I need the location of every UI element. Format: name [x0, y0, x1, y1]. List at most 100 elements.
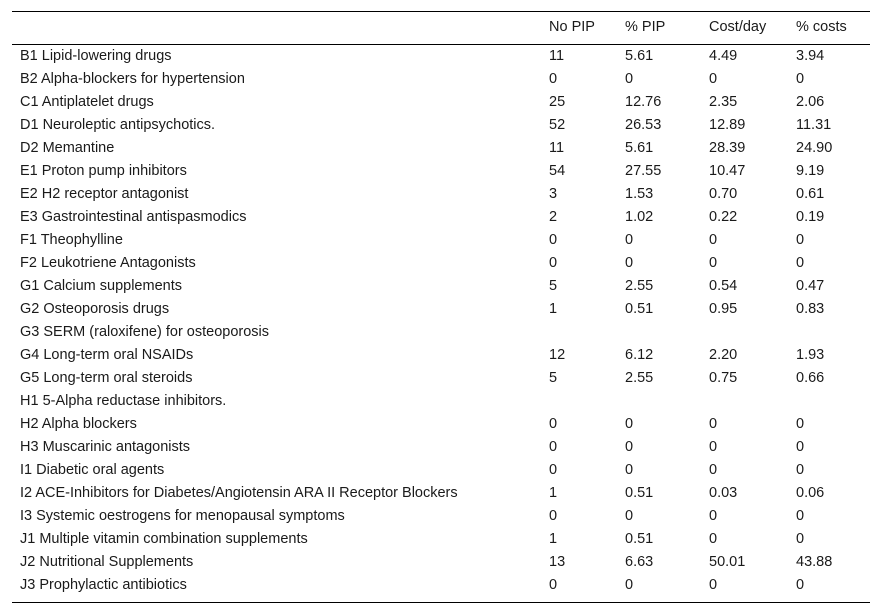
table-cell: 5 — [549, 370, 558, 386]
table-cell: 52 — [549, 117, 566, 133]
table-cell: 0.66 — [796, 370, 825, 386]
table-cell: 0.75 — [709, 370, 738, 386]
table-cell: 2.55 — [625, 278, 654, 294]
row-label: F2 Leukotriene Antagonists — [20, 255, 196, 271]
table-cell: 5.61 — [625, 48, 654, 64]
row-label: G3 SERM (raloxifene) for osteoporosis — [20, 324, 270, 340]
bottom-rule — [12, 602, 870, 603]
table-cell: 3.94 — [796, 48, 825, 64]
table-cell: 6.63 — [625, 554, 654, 570]
table-cell: 12 — [549, 347, 566, 363]
table-cell: 0.51 — [625, 531, 654, 547]
table-cell: 0 — [549, 439, 558, 455]
table-cell: 0 — [796, 531, 805, 547]
row-label: E2 H2 receptor antagonist — [20, 186, 189, 202]
table-cell: 0 — [549, 462, 558, 478]
table-cell: 2.35 — [709, 94, 738, 110]
row-label: D2 Memantine — [20, 140, 115, 156]
table-cell: 43.88 — [796, 554, 833, 570]
table-cell: 0.54 — [709, 278, 738, 294]
table-cell: 2.06 — [796, 94, 825, 110]
table-cell: 54 — [549, 163, 566, 179]
table-cell: 1.93 — [796, 347, 825, 363]
header-rule — [12, 44, 870, 45]
row-label: I1 Diabetic oral agents — [20, 462, 165, 478]
table-cell: 0 — [625, 232, 634, 248]
row-label: H1 5-Alpha reductase inhibitors. — [20, 393, 227, 409]
table-cell: 0 — [796, 508, 805, 524]
table-cell: 0 — [709, 577, 718, 593]
table-cell: 0.06 — [796, 485, 825, 501]
table-cell: 9.19 — [796, 163, 825, 179]
table-cell: 0 — [709, 439, 718, 455]
table-cell: 6.12 — [625, 347, 654, 363]
table-cell: 0 — [549, 255, 558, 271]
table-cell: 0 — [709, 462, 718, 478]
table-cell: 1.53 — [625, 186, 654, 202]
table-cell: 2.55 — [625, 370, 654, 386]
row-label: H2 Alpha blockers — [20, 416, 137, 432]
table-cell: 0 — [625, 71, 634, 87]
table-cell: 0 — [796, 416, 805, 432]
table-cell: 5 — [549, 278, 558, 294]
table-cell: 13 — [549, 554, 566, 570]
table-cell: 0.03 — [709, 485, 738, 501]
row-label: B1 Lipid-lowering drugs — [20, 48, 172, 64]
table-cell: 27.55 — [625, 163, 662, 179]
table-cell: 0.83 — [796, 301, 825, 317]
table-cell: 0 — [796, 577, 805, 593]
row-label: F1 Theophylline — [20, 232, 123, 248]
table-cell: 12.76 — [625, 94, 662, 110]
row-label: C1 Antiplatelet drugs — [20, 94, 154, 110]
table-cell: 25 — [549, 94, 566, 110]
table-cell: 0.22 — [709, 209, 738, 225]
row-label: J2 Nutritional Supplements — [20, 554, 194, 570]
row-label: J1 Multiple vitamin combination suppleme… — [20, 531, 308, 547]
table-cell: 26.53 — [625, 117, 662, 133]
table-cell: 0 — [709, 416, 718, 432]
table-cell: 0.95 — [709, 301, 738, 317]
row-label: G5 Long-term oral steroids — [20, 370, 193, 386]
table-cell: 0 — [709, 508, 718, 524]
table-cell: 0.70 — [709, 186, 738, 202]
table-cell: 5.61 — [625, 140, 654, 156]
table-cell: 12.89 — [709, 117, 746, 133]
table-cell: 0 — [796, 439, 805, 455]
table-cell: 0 — [625, 439, 634, 455]
table-cell: 1 — [549, 485, 558, 501]
column-header: % costs — [796, 19, 847, 35]
top-rule — [12, 11, 870, 12]
table-cell: 0 — [709, 71, 718, 87]
table-cell: 0 — [625, 255, 634, 271]
table-cell: 0 — [796, 71, 805, 87]
row-label: I2 ACE-Inhibitors for Diabetes/Angiotens… — [20, 485, 458, 501]
table-cell: 0 — [549, 577, 558, 593]
table-cell: 0.19 — [796, 209, 825, 225]
table-cell: 0 — [625, 577, 634, 593]
table-cell: 1 — [549, 301, 558, 317]
table-cell: 0 — [549, 416, 558, 432]
column-header: Cost/day — [709, 19, 767, 35]
row-label: G2 Osteoporosis drugs — [20, 301, 170, 317]
table-cell: 2 — [549, 209, 558, 225]
table-cell: 0 — [549, 232, 558, 248]
row-label: H3 Muscarinic antagonists — [20, 439, 191, 455]
table-cell: 1.02 — [625, 209, 654, 225]
table-cell: 10.47 — [709, 163, 746, 179]
column-header: No PIP — [549, 19, 595, 35]
table-cell: 24.90 — [796, 140, 833, 156]
table-cell: 28.39 — [709, 140, 746, 156]
row-label: E3 Gastrointestinal antispasmodics — [20, 209, 247, 225]
table-cell: 0 — [549, 508, 558, 524]
table-cell: 50.01 — [709, 554, 746, 570]
row-label: B2 Alpha-blockers for hypertension — [20, 71, 245, 87]
table-cell: 11.31 — [796, 117, 832, 133]
table-cell: 0.61 — [796, 186, 825, 202]
row-label: J3 Prophylactic antibiotics — [20, 577, 187, 593]
table-cell: 0 — [709, 531, 718, 547]
table-cell: 0.51 — [625, 485, 654, 501]
table-cell: 3 — [549, 186, 558, 202]
table-cell: 0 — [796, 462, 805, 478]
row-label: G4 Long-term oral NSAIDs — [20, 347, 194, 363]
row-label: G1 Calcium supplements — [20, 278, 182, 294]
